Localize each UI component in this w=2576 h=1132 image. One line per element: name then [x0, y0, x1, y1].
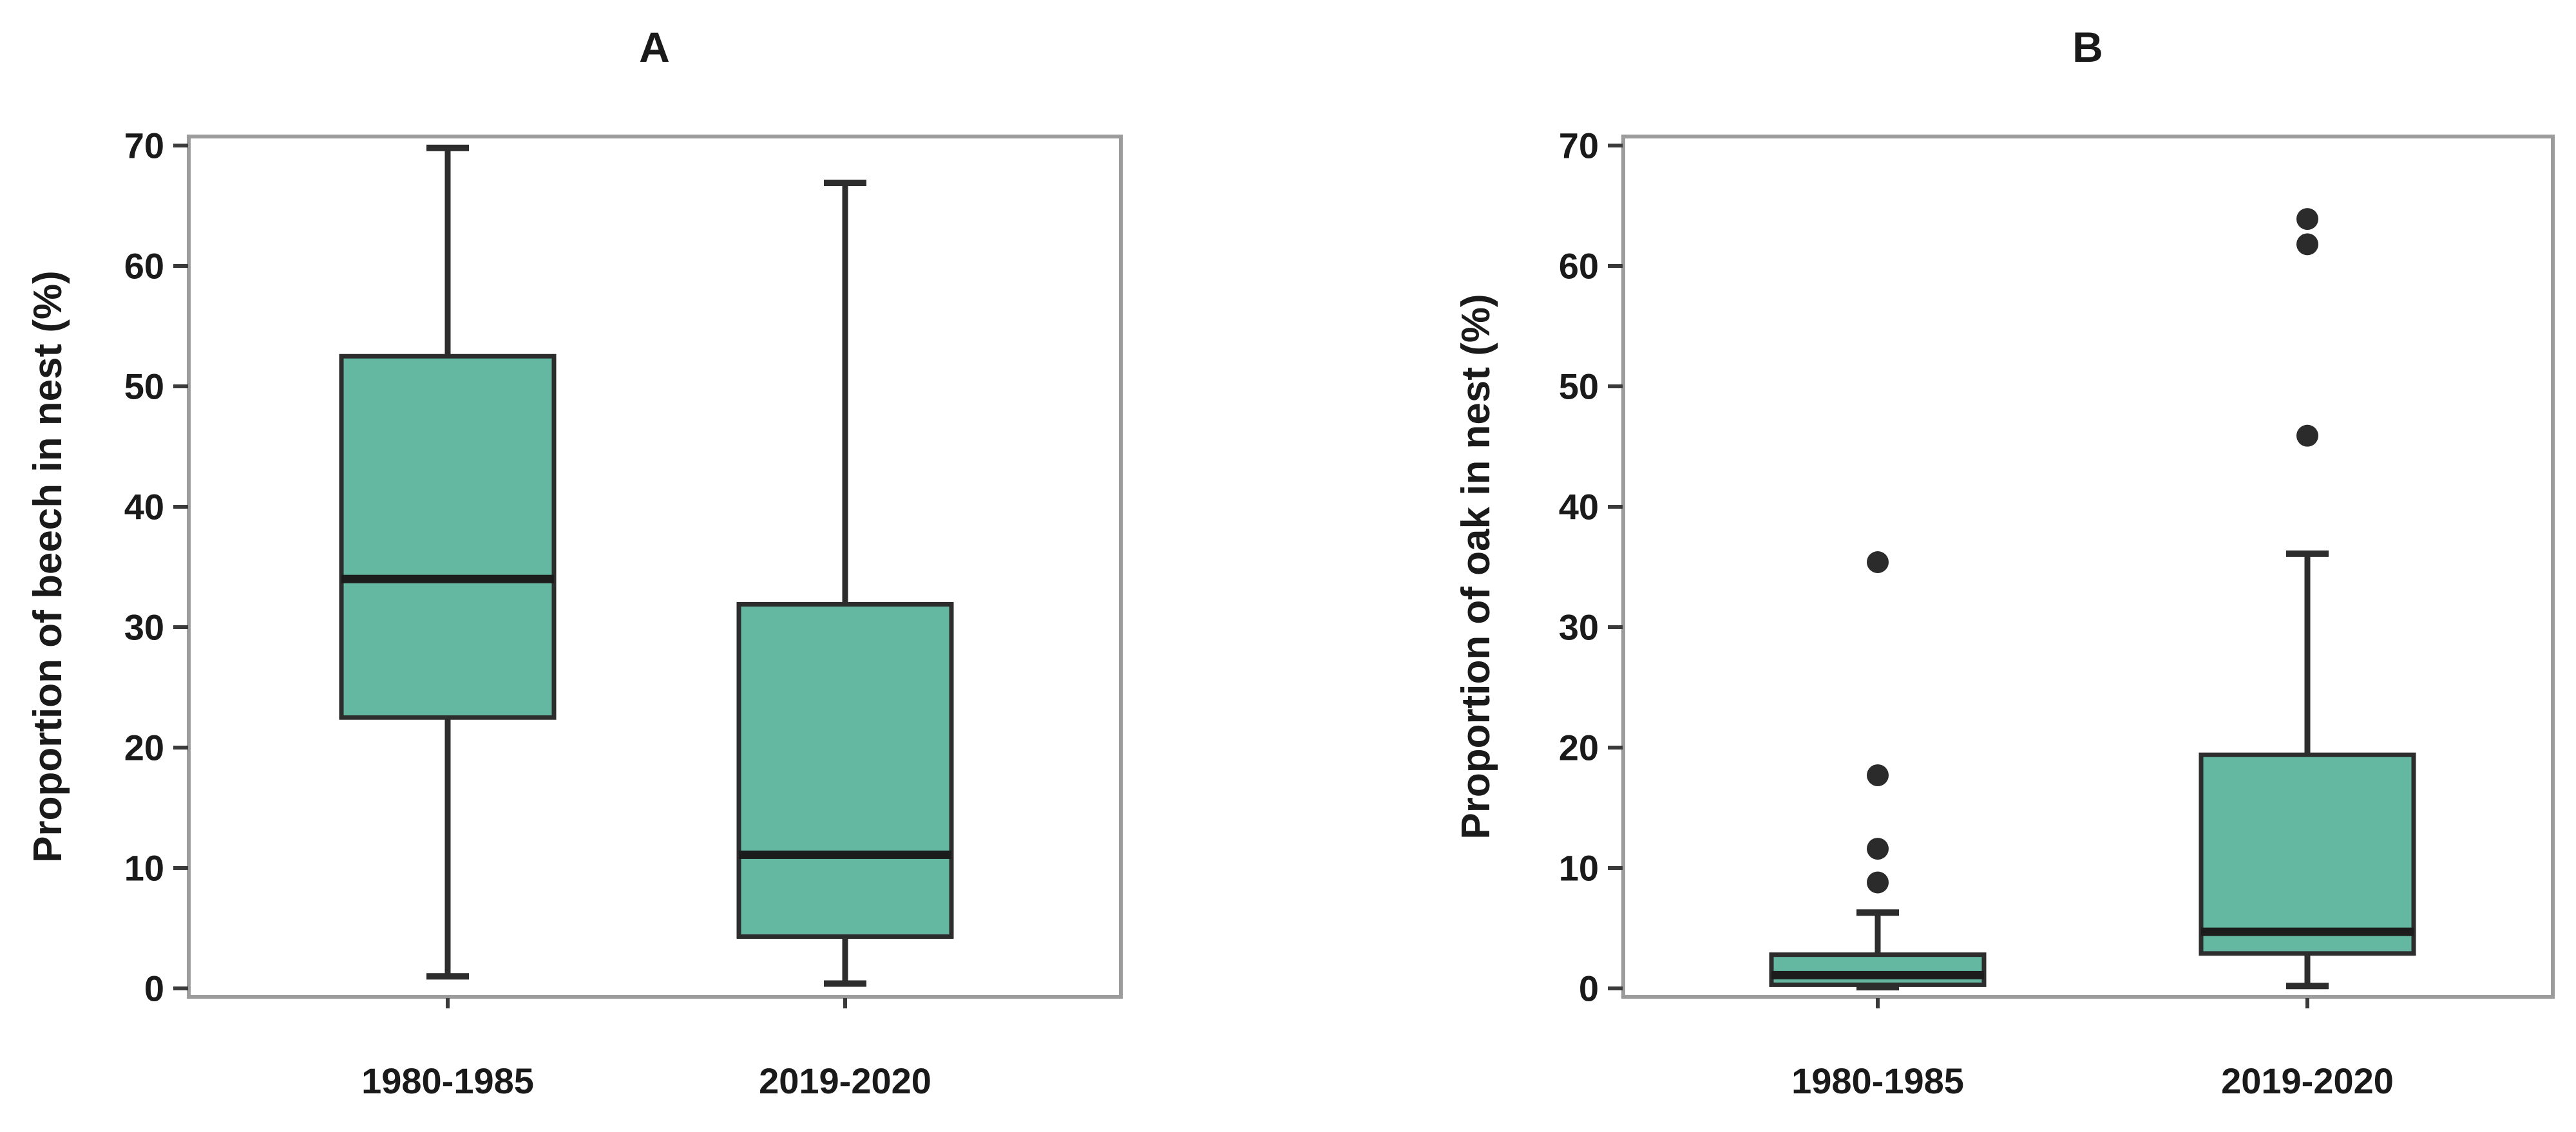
- y-axis-tick-label: 70: [1559, 126, 1599, 166]
- y-axis-tick-label: 0: [1579, 968, 1599, 1009]
- y-axis-tick-label: 60: [1559, 246, 1599, 287]
- x-axis-category-label: 2019-2020: [2221, 1061, 2394, 1101]
- y-axis-tick-label: 30: [1559, 607, 1599, 648]
- median-line: [1771, 970, 1984, 979]
- y-axis-title: Proportion of oak in nest (%): [1454, 294, 1498, 839]
- y-axis-tick-label: 10: [1559, 848, 1599, 889]
- panel-A: A 0 10 20 30 40 50 60 70 Proportion of beech in n…: [26, 23, 1123, 1101]
- panel-title-B: B: [2072, 23, 2103, 71]
- x-axis-category-label: 1980-1985: [361, 1061, 534, 1101]
- outlier-dot: [1867, 764, 1889, 787]
- box-B-1980-1985: [1769, 551, 1987, 991]
- x-axis-category-label: 1980-1985: [1791, 1061, 1964, 1101]
- iqr-box: [736, 601, 954, 939]
- panel-B: B 0 10 20 30 40 50 60 70 Proportion of oak in nes…: [1454, 23, 2555, 1101]
- y-axis-tick-label: 60: [124, 246, 164, 287]
- x-axis-category-label: 2019-2020: [759, 1061, 931, 1101]
- box-A-2019-2020: [736, 179, 954, 987]
- y-axis-tick-label: 50: [1559, 366, 1599, 407]
- iqr-box: [1769, 952, 1987, 987]
- iqr-box: [339, 354, 557, 720]
- median-line: [2201, 927, 2414, 936]
- y-axis-tick-label: 40: [1559, 487, 1599, 527]
- panel-title-A: A: [639, 23, 670, 71]
- y-axis-tick-label: 20: [124, 728, 164, 768]
- y-axis-tick-label: 20: [1559, 728, 1599, 768]
- y-axis-tick-label: 70: [124, 126, 164, 166]
- median-line: [739, 850, 951, 859]
- y-axis-tick-label: 50: [124, 366, 164, 407]
- y-axis-tick-label: 30: [124, 607, 164, 648]
- iqr-box: [2199, 752, 2416, 956]
- outlier-dot: [2296, 233, 2318, 256]
- y-axis-tick-label: 10: [124, 848, 164, 889]
- y-axis-title: Proportion of beech in nest (%): [26, 270, 70, 863]
- outlier-dot: [2296, 208, 2318, 231]
- box-B-2019-2020: [2199, 208, 2416, 990]
- outlier-dot: [1867, 551, 1889, 574]
- y-axis-tick-label: 0: [144, 968, 164, 1009]
- y-axis-tick-label: 40: [124, 487, 164, 527]
- outlier-dot: [1867, 871, 1889, 894]
- box-A-1980-1985: [339, 144, 557, 980]
- outlier-dot: [1867, 838, 1889, 860]
- plot-frame: [187, 135, 1123, 999]
- median-line: [341, 574, 554, 583]
- outlier-dot: [2296, 424, 2318, 447]
